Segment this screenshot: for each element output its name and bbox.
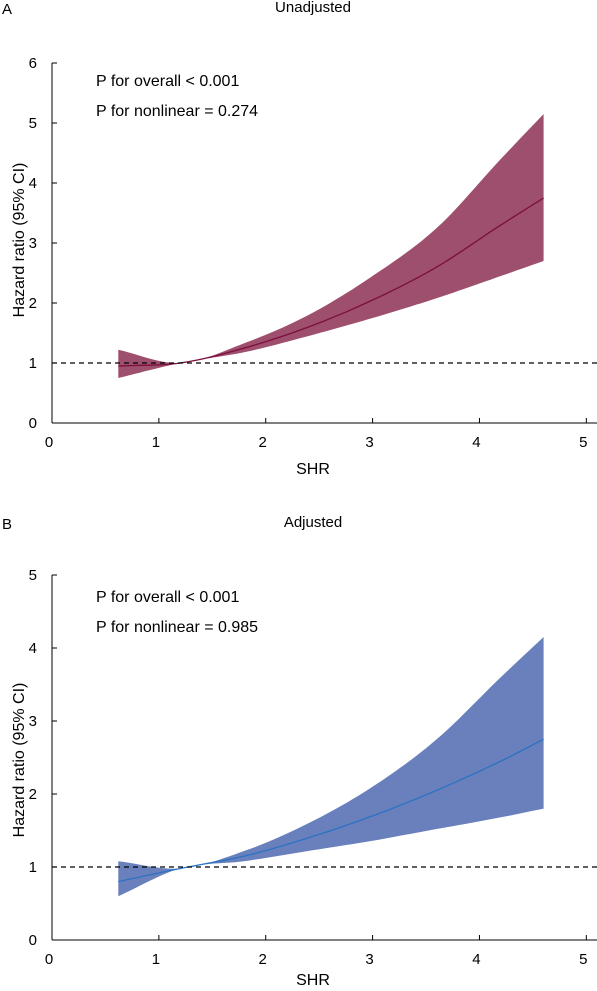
panel-b-xlabel: SHR <box>296 972 330 989</box>
x-tick-label: 0 <box>45 951 53 968</box>
x-tick-label: 2 <box>259 951 267 968</box>
panel-b-plot: 0 1 2 3 4 5 0 1 2 3 4 5 <box>29 567 597 968</box>
y-tick-label: 5 <box>29 115 37 132</box>
panel-a-letter: A <box>2 1 12 18</box>
ci-band <box>118 637 544 897</box>
y-tick-label: 0 <box>29 932 37 949</box>
x-tick-label: 2 <box>259 434 267 451</box>
y-tick-label: 3 <box>29 713 37 730</box>
panel-b-letter: B <box>2 516 12 533</box>
panel-a: A Unadjusted 0 1 2 3 4 5 6 0 1 2 3 4 5 P for overall… <box>2 0 597 478</box>
y-tick-label: 4 <box>29 175 37 192</box>
x-tick-label: 4 <box>472 434 480 451</box>
x-tick-label: 1 <box>152 951 160 968</box>
y-tick-label: 6 <box>29 55 37 72</box>
panel-b-p-overall: P for overall < 0.001 <box>96 589 239 606</box>
y-tick-label: 1 <box>29 355 37 372</box>
estimate-line <box>118 197 544 367</box>
y-tick-label: 3 <box>29 235 37 252</box>
x-tick-label: 3 <box>365 434 373 451</box>
panel-a-title: Unadjusted <box>275 0 351 16</box>
panel-b-ylabel: Hazard ratio (95% CI) <box>11 683 28 838</box>
panel-b-p-nonlinear: P for nonlinear = 0.985 <box>96 619 258 636</box>
x-tick-label: 1 <box>152 434 160 451</box>
panel-a-p-nonlinear: P for nonlinear = 0.274 <box>96 103 258 120</box>
x-tick-label: 5 <box>579 434 587 451</box>
panel-b: B Adjusted 0 1 2 3 4 5 0 1 2 3 4 5 P for overall < … <box>2 514 597 989</box>
y-tick-label: 4 <box>29 640 37 657</box>
panel-a-p-overall: P for overall < 0.001 <box>96 73 239 90</box>
y-tick-label: 2 <box>29 295 37 312</box>
x-tick-label: 3 <box>365 951 373 968</box>
panel-a-plot: 0 1 2 3 4 5 6 0 1 2 3 4 5 <box>29 55 597 451</box>
y-tick-label: 0 <box>29 415 37 432</box>
ci-band <box>118 114 544 378</box>
y-tick-label: 2 <box>29 786 37 803</box>
x-tick-label: 4 <box>472 951 480 968</box>
y-tick-label: 5 <box>29 567 37 584</box>
panel-a-xlabel: SHR <box>296 461 330 478</box>
x-tick-label: 5 <box>579 951 587 968</box>
panel-b-title: Adjusted <box>284 514 342 531</box>
x-tick-label: 0 <box>45 434 53 451</box>
panel-a-ylabel: Hazard ratio (95% CI) <box>11 163 28 318</box>
y-tick-label: 1 <box>29 859 37 876</box>
